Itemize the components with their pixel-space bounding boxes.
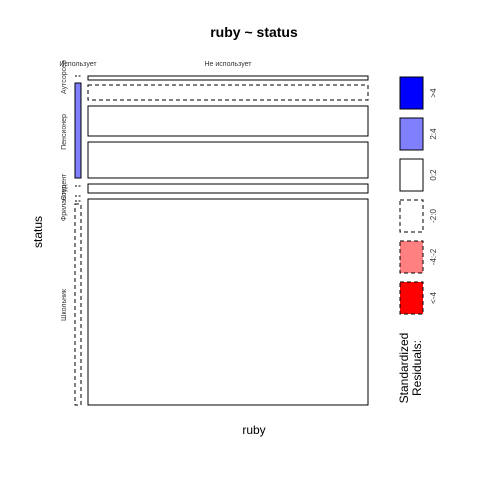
row-label-freelancer: Фрилансер (61, 185, 68, 221)
legend-label-4: -4:-2 (429, 248, 438, 265)
chart-title: ruby ~ status (210, 24, 298, 40)
legend-swatch-1 (399, 117, 424, 151)
legend-swatch-5 (399, 281, 424, 315)
row-label-pensioner: Пенсионер (61, 114, 68, 150)
legend-swatch-3 (399, 199, 424, 233)
cell-outsourcer-not-uses (87, 75, 369, 81)
cell-schoolchild-uses (74, 203, 82, 406)
legend-swatch-0 (399, 76, 424, 110)
row-label-schoolchild: Школьник (61, 288, 68, 321)
cell-outsourcer-not-uses-2 (87, 84, 369, 101)
column-label-not-uses: Не использует (205, 61, 253, 68)
legend-label-2: 0:2 (429, 169, 438, 181)
row-label-outsourcer: Аутсорсер (61, 60, 68, 94)
legend-label-5: <-4 (429, 292, 438, 304)
legend-label-3: -2:0 (429, 209, 438, 223)
row-label-student: Студент (61, 173, 68, 200)
cell-schoolchild-not-uses (87, 198, 369, 406)
y-axis-label: status (31, 216, 45, 248)
legend-swatch-2 (399, 158, 424, 192)
cell-pensioner-not-uses-2 (87, 141, 369, 179)
cell-pensioner-uses (74, 82, 82, 179)
legend-swatch-4 (399, 240, 424, 274)
cell-pensioner-not-uses (87, 105, 369, 137)
x-axis-label: ruby (242, 423, 265, 437)
legend-label-1: 2:4 (429, 128, 438, 140)
legend-title-line-2: Residuals: (410, 340, 424, 396)
legend-title-line-1: Standardized (397, 333, 411, 404)
column-label-uses: Использует (59, 61, 97, 68)
legend: >4 2:4 0:2 -2:0 -4:-2 <-4 (399, 76, 438, 315)
legend-label-0: >4 (429, 88, 438, 98)
cell-student-not-uses (87, 183, 369, 194)
